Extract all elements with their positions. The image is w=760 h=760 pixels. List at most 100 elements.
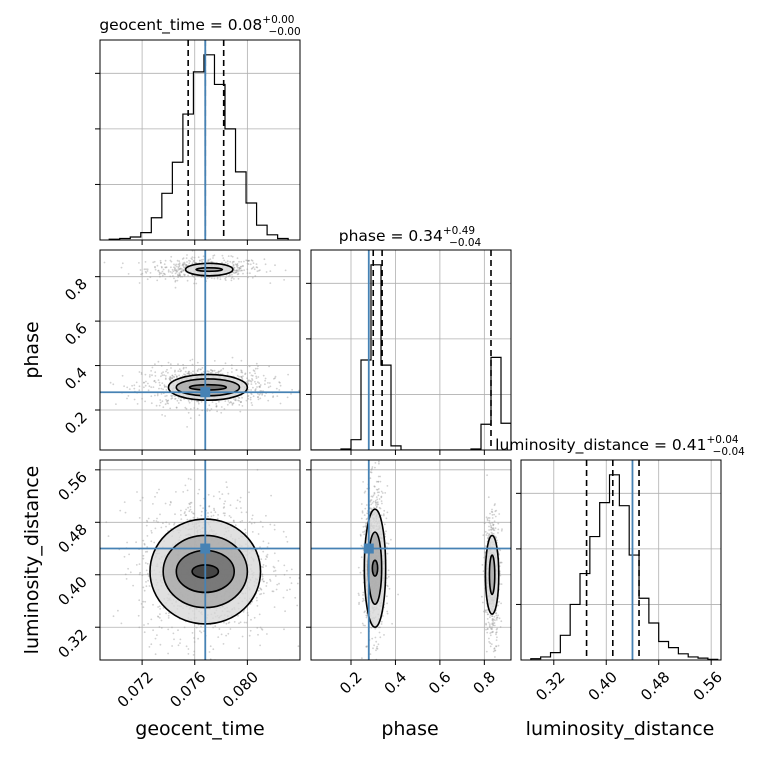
contour-line: [363, 508, 387, 629]
sample-point: [165, 370, 167, 373]
sample-point: [387, 569, 390, 572]
sample-point: [276, 583, 279, 586]
sample-point: [235, 399, 237, 402]
sample-point: [180, 399, 183, 402]
sample-point: [189, 501, 192, 504]
sample-point: [493, 529, 496, 532]
sample-point: [364, 624, 366, 627]
sample-point: [491, 511, 494, 513]
sample-point: [160, 387, 163, 390]
sample-point: [165, 398, 168, 401]
sample-point: [247, 259, 250, 262]
sample-point: [215, 405, 218, 408]
sample-point: [152, 386, 155, 388]
sample-point: [491, 532, 494, 535]
sample-point: [291, 388, 293, 391]
sample-point: [386, 511, 389, 514]
sample-point: [225, 481, 228, 483]
sample-point: [190, 501, 193, 504]
sample-point: [491, 619, 494, 622]
sample-point: [496, 616, 499, 619]
sample-point: [284, 269, 287, 272]
sample-point: [154, 268, 157, 271]
sample-point: [275, 387, 278, 390]
ylabel-luminosity-distance: luminosity_distance: [21, 466, 43, 655]
sample-point: [485, 534, 488, 536]
sample-point: [488, 625, 491, 627]
sample-point: [239, 496, 242, 499]
sample-point: [138, 389, 141, 392]
sample-point: [363, 491, 366, 494]
sample-point: [374, 627, 377, 630]
sample-point: [358, 601, 360, 604]
sample-point: [185, 645, 188, 648]
sample-point: [148, 385, 151, 388]
sample-point: [493, 622, 496, 624]
sample-point: [491, 528, 494, 530]
sample-point: [183, 261, 186, 264]
sample-point: [138, 573, 141, 576]
sample-point: [382, 513, 385, 515]
sample-point: [140, 603, 143, 605]
sample-point: [154, 371, 157, 374]
sample-point: [212, 514, 215, 517]
sample-point: [207, 493, 210, 496]
sample-point: [498, 617, 501, 620]
sample-point: [379, 626, 381, 629]
sample-point: [374, 504, 377, 506]
sample-point: [485, 609, 487, 612]
sample-point: [192, 512, 195, 515]
sample-point: [193, 407, 196, 409]
sample-point: [161, 414, 164, 416]
sample-point: [154, 653, 157, 656]
sample-point: [213, 360, 216, 362]
sample-point: [164, 273, 166, 276]
sample-point: [238, 647, 241, 650]
sample-point: [179, 267, 182, 270]
sample-point: [206, 408, 209, 410]
sample-point: [236, 263, 238, 266]
sample-point: [252, 262, 255, 265]
sample-point: [262, 540, 265, 543]
sample-point: [362, 531, 364, 533]
sample-point: [145, 569, 148, 572]
sample-point: [163, 384, 166, 387]
sample-point: [182, 367, 185, 370]
sample-point: [232, 402, 235, 405]
sample-point: [159, 259, 162, 262]
sample-point: [376, 501, 379, 504]
sample-point: [123, 501, 126, 503]
sample-point: [146, 268, 149, 271]
sample-point: [139, 499, 142, 502]
sample-point: [379, 480, 382, 483]
sample-point: [254, 389, 257, 391]
sample-point: [230, 364, 233, 367]
sample-point: [214, 511, 217, 514]
sample-point: [240, 401, 242, 403]
sample-point: [259, 520, 262, 523]
sample-point: [231, 371, 233, 373]
sample-point: [222, 643, 225, 645]
sample-point: [377, 480, 380, 483]
sample-point: [370, 507, 373, 510]
sample-point: [483, 522, 486, 525]
sample-point: [167, 628, 170, 631]
sample-point: [86, 384, 88, 386]
sample-point: [164, 403, 167, 406]
sample-point: [250, 259, 253, 262]
sample-point: [208, 651, 211, 653]
sample-point: [160, 261, 162, 264]
sample-point: [238, 400, 241, 402]
sample-point: [266, 546, 269, 548]
sample-point: [177, 274, 179, 277]
sample-point: [491, 517, 494, 519]
sample-point: [141, 496, 144, 499]
sample-point: [165, 385, 168, 388]
sample-point: [143, 386, 145, 389]
sample-point: [193, 261, 196, 264]
title-plus: +0.49: [443, 225, 475, 237]
sample-point: [252, 386, 254, 389]
contour-line: [167, 373, 249, 402]
sample-point: [177, 402, 180, 404]
y-tick-label: 0.8: [61, 275, 91, 305]
